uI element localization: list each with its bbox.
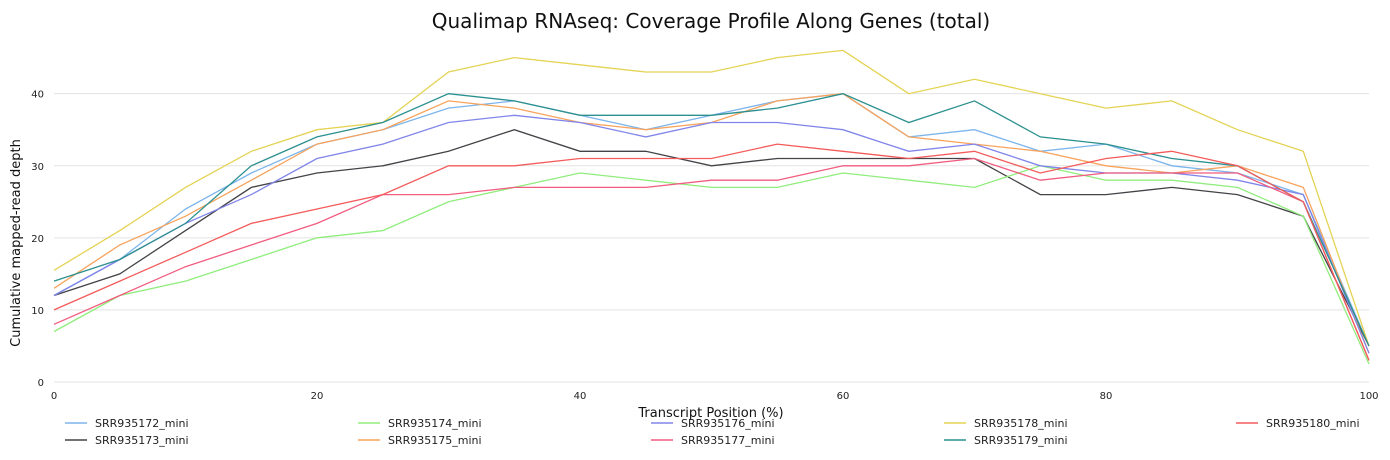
x-tick-label: 20 [311, 391, 324, 402]
x-axis-label: Transcript Position (%) [637, 406, 783, 421]
legend-label: SRR935179_mini [974, 434, 1068, 447]
legend: SRR935172_mini SRR935173_mini SRR935174_mi… [65, 417, 1360, 447]
legend-label: SRR935176_mini [681, 417, 775, 430]
legend-label: SRR935177_mini [681, 434, 775, 447]
y-tick-label: 40 [31, 90, 44, 101]
y-axis-label: Cumulative mapped-read depth [9, 139, 24, 347]
series-line-1 [53, 93, 1370, 347]
series-lines [53, 49, 1370, 365]
series-line-3 [53, 165, 1370, 365]
gridlines [54, 93, 1369, 383]
legend-label: SRR935172_mini [95, 417, 189, 430]
x-tick-label: 60 [837, 391, 850, 402]
series-line-9 [53, 143, 1370, 361]
y-tick-label: 30 [31, 162, 44, 173]
x-tick-label: 100 [1359, 391, 1378, 402]
x-axis-ticks: 0 20 40 60 80 100 [51, 391, 1379, 402]
y-tick-label: 0 [38, 378, 44, 389]
series-line-8 [53, 93, 1370, 347]
x-tick-label: 0 [51, 391, 57, 402]
y-axis-ticks: 0 10 20 30 40 [31, 90, 44, 389]
x-tick-label: 40 [574, 391, 587, 402]
legend-label: SRR935173_mini [95, 434, 189, 447]
series-line-6 [53, 157, 1370, 361]
y-tick-label: 10 [31, 306, 44, 317]
chart-title: Qualimap RNAseq: Coverage Profile Along … [432, 9, 990, 33]
legend-label: SRR935175_mini [388, 434, 482, 447]
series-line-7 [53, 49, 1370, 347]
legend-label: SRR935174_mini [388, 417, 482, 430]
x-tick-label: 80 [1100, 391, 1113, 402]
legend-label: SRR935178_mini [974, 417, 1068, 430]
legend-label: SRR935180_mini [1266, 417, 1360, 430]
y-tick-label: 20 [31, 234, 44, 245]
